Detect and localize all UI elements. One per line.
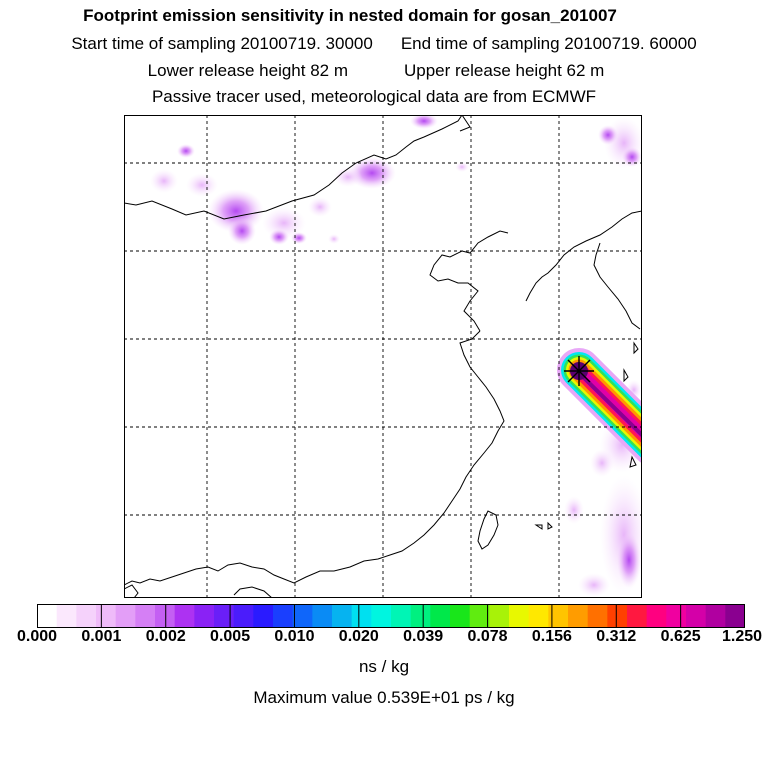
colorbar-cell: [76, 604, 97, 628]
colorbar-cell: [194, 604, 215, 628]
colorbar-cell: [528, 604, 549, 628]
colorbar-dividers: [100, 604, 682, 628]
colorbar-cell: [37, 604, 58, 628]
colorbar-cell: [96, 604, 117, 628]
sampling-times: Start time of sampling 20100719. 30000 En…: [0, 34, 768, 54]
colorbar-tick-label: 0.156: [531, 628, 572, 645]
colorbar: [37, 604, 745, 628]
colorbar-cell: [351, 604, 372, 628]
release-point-marker: [564, 356, 594, 386]
colorbar-cell: [627, 604, 648, 628]
colorbar-tick-label: 0.078: [467, 628, 508, 645]
colorbar-tick-label: 0.039: [403, 628, 444, 645]
colorbar-cell: [253, 604, 274, 628]
colorbar-cell: [646, 604, 667, 628]
colorbar-cell: [509, 604, 530, 628]
colorbar-cell: [548, 604, 569, 628]
release-heights: Lower release height 82 m Upper release h…: [0, 61, 760, 81]
colorbar-cell: [430, 604, 451, 628]
start-time-label: Start time of sampling 20100719. 30000: [71, 34, 373, 53]
colorbar-cell: [607, 604, 628, 628]
colorbar-cell: [371, 604, 392, 628]
colorbar-cell: [686, 604, 707, 628]
colorbar-tick-label: 0.005: [210, 628, 251, 645]
colorbar-cell: [56, 604, 77, 628]
colorbar-tick-label: 0.625: [660, 628, 701, 645]
maximum-value: Maximum value 0.539E+01 ps / kg: [253, 688, 515, 707]
colorbar-cell: [273, 604, 294, 628]
coastlines: [124, 115, 642, 598]
colorbar-cell: [450, 604, 471, 628]
colorbar-cell: [332, 604, 353, 628]
colorbar-cell: [489, 604, 510, 628]
end-time-label: End time of sampling 20100719. 60000: [400, 34, 697, 53]
footprint-map: [124, 115, 642, 598]
colorbar-cell: [391, 604, 412, 628]
colorbar-cell: [587, 604, 608, 628]
colorbar-tick-label: 0.000: [16, 628, 58, 645]
colorbar-tick-label: 0.002: [145, 628, 186, 645]
colorbar-cells: [37, 604, 745, 628]
colorbar-cell: [135, 604, 156, 628]
colorbar-cell: [410, 604, 431, 628]
plot-title: Footprint emission sensitivity in nested…: [83, 6, 617, 25]
colorbar-units: ns / kg: [358, 657, 410, 676]
colorbar-cell: [469, 604, 490, 628]
colorbar-cell: [705, 604, 726, 628]
colorbar-tick-label: 1.250: [721, 628, 763, 645]
colorbar-tick-label: 0.020: [338, 628, 379, 645]
lower-height-label: Lower release height 82 m: [147, 61, 348, 80]
colorbar-tick-label: 0.312: [596, 628, 637, 645]
colorbar-cell: [312, 604, 333, 628]
colorbar-cell: [292, 604, 313, 628]
colorbar-cell: [174, 604, 195, 628]
colorbar-cell: [666, 604, 687, 628]
colorbar-tick-label: 0.010: [274, 628, 315, 645]
upper-height-label: Upper release height 62 m: [404, 61, 605, 80]
colorbar-cell: [725, 604, 745, 628]
colorbar-cell: [233, 604, 254, 628]
colorbar-cell: [568, 604, 589, 628]
colorbar-cell: [155, 604, 176, 628]
lat-lon-grid: [124, 115, 642, 598]
colorbar-cell: [214, 604, 235, 628]
colorbar-tick-label: 0.001: [81, 628, 122, 645]
tracer-info: Passive tracer used, meteorological data…: [151, 87, 597, 106]
colorbar-cell: [115, 604, 136, 628]
